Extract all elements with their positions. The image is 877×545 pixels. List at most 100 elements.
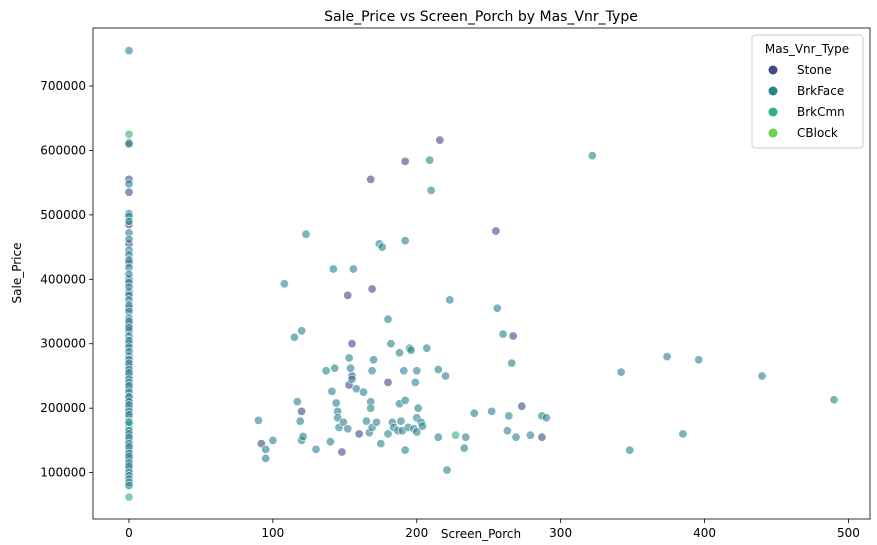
point-brkface-146 (678, 429, 688, 439)
legend-label-stone: Stone (797, 63, 832, 77)
point-brkface-145 (662, 352, 672, 362)
point-brkface-142 (587, 151, 597, 161)
point-brkface-88 (366, 403, 376, 413)
point-brkface-144 (625, 445, 635, 455)
point-brkface-0 (124, 46, 134, 56)
point-brkface-71 (328, 264, 338, 274)
y-tick-label: 400000 (40, 272, 86, 286)
point-stone-26 (343, 290, 353, 300)
point-brkface-92 (371, 417, 381, 427)
y-tick-label: 600000 (40, 143, 86, 157)
point-brkface-62 (295, 416, 305, 426)
point-brkface-141 (541, 413, 551, 423)
point-stone-39 (537, 432, 547, 442)
point-brkface-14 (124, 282, 134, 292)
point-brkface-60 (289, 332, 299, 342)
point-brkface-131 (469, 408, 479, 418)
point-brkface-85 (361, 416, 371, 426)
point-brkface-115 (412, 366, 422, 376)
point-brkface-54 (124, 480, 134, 490)
point-brkface-7 (124, 234, 134, 244)
point-brkface-80 (346, 363, 356, 373)
point-stone-25 (337, 447, 347, 457)
plot-area (124, 46, 839, 502)
point-brkface-122 (425, 155, 435, 165)
point-brkface-104 (396, 416, 406, 426)
point-brkface-120 (417, 421, 427, 431)
point-brkface-130 (461, 432, 471, 442)
point-brkface-138 (511, 432, 521, 442)
point-brkface-95 (377, 242, 387, 252)
point-stone-31 (366, 174, 376, 184)
point-stone-32 (367, 284, 377, 294)
x-axis-label: Screen_Porch (441, 527, 521, 541)
point-brkface-147 (694, 355, 704, 365)
point-stone-27 (347, 339, 357, 349)
legend: Mas_Vnr_Type Stone BrkFace BrkCmn CBlock (751, 34, 864, 149)
point-brkface-143 (616, 367, 626, 377)
x-tick-label: 500 (837, 526, 860, 540)
point-brkface-139 (525, 430, 535, 440)
x-axis: 0 100 200 300 400 500 (125, 519, 860, 540)
point-stone-37 (508, 331, 518, 341)
point-brkface-66 (301, 229, 311, 239)
chart-title: Sale_Price vs Screen_Porch by Mas_Vnr_Ty… (324, 9, 638, 25)
point-stone-35 (435, 135, 445, 145)
point-brkface-126 (440, 371, 450, 381)
point-brkface-127 (442, 465, 452, 475)
point-brkface-123 (426, 185, 436, 195)
y-axis: 100000 200000 300000 400000 500000 600000 7000… (40, 79, 93, 480)
point-brkface-106 (399, 366, 409, 376)
legend-marker-brkcmn (768, 107, 778, 117)
point-brkface-82 (348, 264, 358, 274)
point-stone-30 (354, 429, 364, 439)
point-brkface-112 (406, 345, 416, 355)
point-brkface-114 (410, 377, 420, 387)
point-brkface-72 (330, 363, 340, 373)
legend-marker-cblock (768, 128, 778, 138)
point-brkface-129 (459, 443, 469, 453)
x-tick-label: 400 (693, 526, 716, 540)
point-brkface-132 (487, 406, 497, 416)
point-brkface-68 (321, 366, 331, 376)
x-tick-label: 200 (405, 526, 428, 540)
point-brkface-96 (383, 314, 393, 324)
point-brkface-148 (757, 371, 767, 381)
point-brkface-81 (347, 374, 357, 384)
point-stone-34 (400, 156, 410, 166)
plot-frame (92, 27, 871, 520)
point-brkface-67 (311, 444, 321, 454)
point-brkface-69 (325, 437, 335, 447)
y-tick-label: 700000 (40, 79, 86, 93)
y-tick-label: 100000 (40, 466, 86, 480)
y-tick-label: 200000 (40, 401, 86, 415)
x-tick-label: 0 (125, 526, 133, 540)
x-tick-label: 300 (549, 526, 572, 540)
point-brkface-21 (124, 323, 134, 333)
point-brkface-109 (400, 445, 410, 455)
point-brkface-149 (829, 395, 839, 405)
point-stone-2 (124, 187, 134, 197)
point-brkface-56 (261, 453, 271, 463)
point-brkface-65 (298, 431, 308, 441)
point-brkface-59 (279, 279, 289, 289)
point-brkface-57 (261, 444, 271, 454)
legend-marker-stone (768, 65, 778, 75)
legend-marker-brkface (768, 86, 778, 96)
point-brkface-94 (376, 439, 386, 449)
point-brkface-98 (386, 339, 396, 349)
point-brkface-128 (445, 295, 455, 305)
y-axis-label: Sale_Price (10, 243, 24, 304)
point-brkface-55 (254, 415, 264, 425)
point-brkface-89 (367, 366, 377, 376)
point-brkface-133 (492, 303, 502, 313)
point-brkface-70 (327, 386, 337, 396)
point-brkface-102 (394, 348, 404, 358)
point-brkface-118 (413, 403, 423, 413)
point-stone-33 (383, 377, 393, 387)
point-brkcmn-1 (124, 417, 134, 427)
point-brkface-77 (338, 417, 348, 427)
point-brkface-124 (433, 432, 443, 442)
legend-label-brkface: BrkFace (797, 84, 844, 98)
